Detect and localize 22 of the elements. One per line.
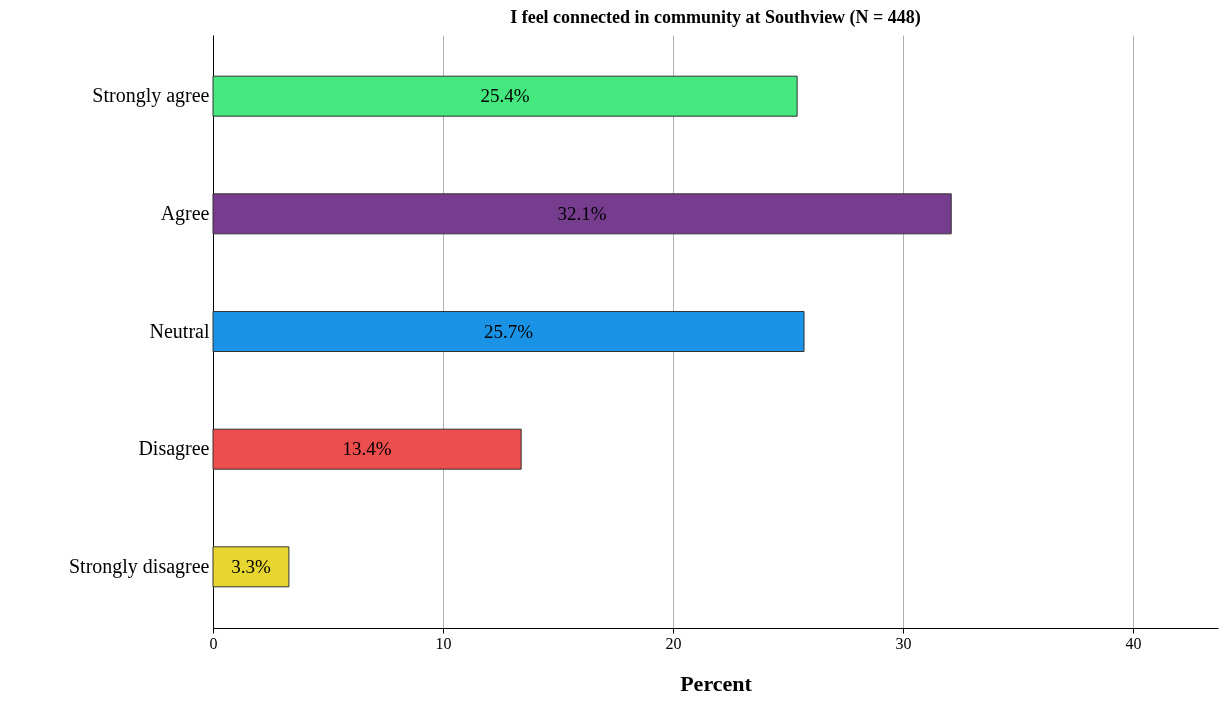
data-label: 25.7% <box>483 320 534 342</box>
x-tick-label: 10 <box>435 634 452 652</box>
data-label: 13.4% <box>342 438 392 460</box>
data-label: 32.1% <box>557 202 607 224</box>
x-axis-title: Percent <box>680 670 753 696</box>
y-tick-label: Agree <box>160 201 210 225</box>
bar <box>212 193 952 235</box>
y-tick-label: Strongly agree <box>92 84 210 108</box>
bar <box>212 546 290 588</box>
bar <box>212 428 522 470</box>
data-label: 25.4% <box>480 85 530 107</box>
x-tick-label: 40 <box>1125 634 1142 652</box>
y-tick-label: Strongly disagree <box>68 554 210 578</box>
chart-title: I feel connected in community at Southview (N = 448) <box>510 7 921 28</box>
y-tick-label: Disagree <box>138 437 210 461</box>
x-tick-label: 30 <box>895 634 912 652</box>
x-tick-label: 0 <box>209 634 218 652</box>
bar <box>212 75 798 117</box>
bar <box>212 311 805 352</box>
data-label: 3.3% <box>231 555 271 577</box>
y-tick-label: Neutral <box>149 319 210 342</box>
x-tick-label: 20 <box>665 634 682 652</box>
